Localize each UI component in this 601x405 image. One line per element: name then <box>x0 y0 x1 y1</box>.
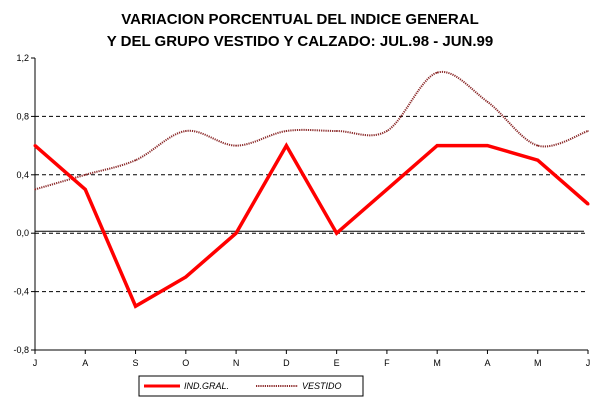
legend: IND.GRAL. VESTIDO <box>138 375 364 397</box>
x-tick-label-3: O <box>182 358 189 368</box>
point-ind-gral-6 <box>335 231 339 235</box>
point-vestido-5 <box>285 130 288 132</box>
point-vestido-10 <box>536 144 539 147</box>
y-tick-label-0: -0,8 <box>13 345 29 355</box>
point-ind-gral-2 <box>134 304 138 308</box>
legend-label-vestido: VESTIDO <box>302 381 342 391</box>
x-tick-label-7: F <box>384 358 390 368</box>
series-line-ind-gral <box>33 142 590 309</box>
series-line-vestido <box>34 70 589 191</box>
point-vestido-3 <box>185 130 187 132</box>
x-tick-label-1: A <box>82 358 88 368</box>
x-tick-label-10: M <box>534 358 542 368</box>
point-ind-gral-4 <box>234 231 238 235</box>
x-tick-label-6: E <box>334 358 340 368</box>
point-ind-gral-7 <box>385 187 389 191</box>
y-tick-label-4: 0,8 <box>16 111 29 121</box>
x-tick-label-11: J <box>586 358 591 368</box>
point-ind-gral-8 <box>435 144 439 148</box>
point-vestido-0 <box>34 188 36 191</box>
x-tick-label-4: N <box>233 358 240 368</box>
point-vestido-4 <box>235 144 237 147</box>
point-ind-gral-3 <box>184 275 188 279</box>
point-vestido-8 <box>436 71 438 74</box>
point-vestido-1 <box>84 174 87 176</box>
x-tick-label-2: S <box>133 358 139 368</box>
y-tick-label-5: 1,2 <box>16 53 29 63</box>
point-vestido-2 <box>134 159 137 161</box>
chart-title-line-1: VARIACION PORCENTUAL DEL INDICE GENERAL <box>121 11 479 28</box>
x-tick-label-8: M <box>433 358 441 368</box>
x-tick-label-0: J <box>33 358 38 368</box>
y-tick-label-3: 0,4 <box>16 170 29 180</box>
x-tick-label-9: A <box>484 358 490 368</box>
point-ind-gral-9 <box>485 144 489 148</box>
point-ind-gral-5 <box>284 144 288 148</box>
point-vestido-11 <box>587 130 589 132</box>
plot-area: -0,8 -0,4 0,0 0,4 0,8 1,2 J A S O N D E F M A M J <box>13 53 590 368</box>
point-vestido-9 <box>486 101 489 103</box>
point-ind-gral-10 <box>536 158 540 162</box>
point-vestido-7 <box>386 130 388 132</box>
x-tick-label-5: D <box>283 358 290 368</box>
point-ind-gral-0 <box>33 144 37 148</box>
legend-label-ind-gral: IND.GRAL. <box>184 381 229 391</box>
y-tick-label-1: -0,4 <box>13 287 29 297</box>
chart-title-line-2: Y DEL GRUPO VESTIDO Y CALZADO: JUL.98 - … <box>107 33 493 50</box>
y-tick-label-2: 0,0 <box>16 228 29 238</box>
point-vestido-6 <box>335 130 338 132</box>
legend-box <box>138 375 364 397</box>
point-ind-gral-11 <box>586 202 590 206</box>
point-ind-gral-1 <box>83 187 87 191</box>
